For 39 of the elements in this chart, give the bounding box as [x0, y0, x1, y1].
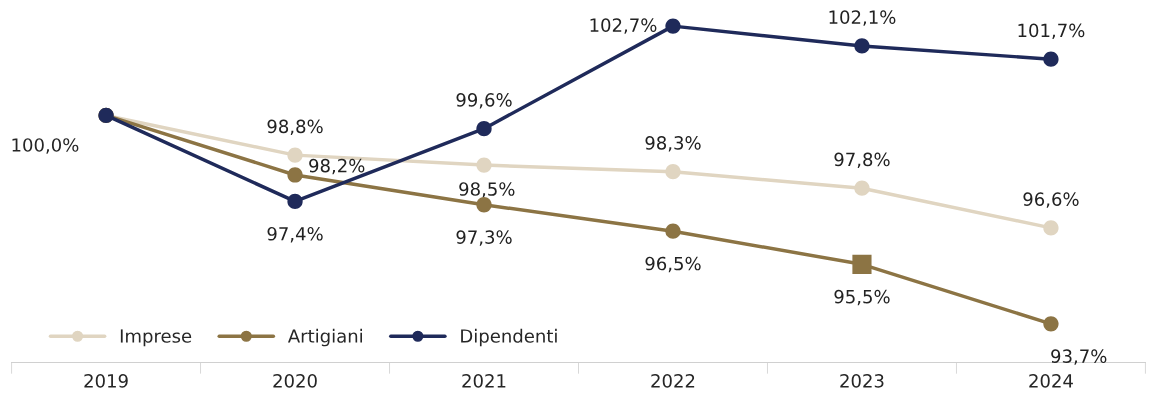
legend-label: Imprese [120, 329, 192, 347]
data-label: 102,1% [829, 10, 896, 26]
x-tick-label: 2023 [840, 373, 884, 388]
point [287, 147, 303, 163]
x-tick-label: 2024 [1029, 373, 1073, 388]
x-tick-label: 2022 [651, 373, 695, 388]
point [476, 157, 492, 173]
data-label: 101,7% [1018, 23, 1085, 40]
point [665, 164, 681, 180]
data-label: 98,2% [309, 158, 365, 175]
x-tick-label: 2019 [84, 373, 128, 388]
data-label: 95,5% [834, 289, 890, 306]
data-label: 99,6% [456, 93, 512, 109]
data-label: 102,7% [590, 18, 657, 34]
data-label: 98,5% [459, 182, 515, 198]
point [1043, 51, 1059, 67]
data-label: 97,8% [834, 152, 890, 169]
point [476, 197, 492, 213]
legend-label: Dipendenti [461, 328, 557, 347]
point [665, 18, 681, 34]
point [854, 38, 870, 54]
data-label: 96,5% [645, 256, 701, 273]
data-label: 96,6% [1023, 192, 1079, 208]
point [1043, 316, 1059, 332]
point [287, 167, 303, 183]
point [1043, 220, 1059, 236]
data-label: 98,3% [645, 136, 701, 152]
legend-label: Artigiani [287, 328, 362, 347]
data-label: 97,3% [456, 230, 512, 246]
point [476, 121, 492, 137]
data-label: 100,0% [12, 138, 79, 154]
point [287, 193, 303, 210]
data-label: 93,7% [1051, 349, 1107, 365]
point [854, 180, 870, 196]
data-label: 98,8% [267, 119, 323, 136]
data-label: 97,4% [267, 226, 323, 243]
x-tick-label: 2021 [462, 373, 506, 388]
point [665, 223, 681, 239]
x-tick-label: 2020 [273, 373, 317, 388]
